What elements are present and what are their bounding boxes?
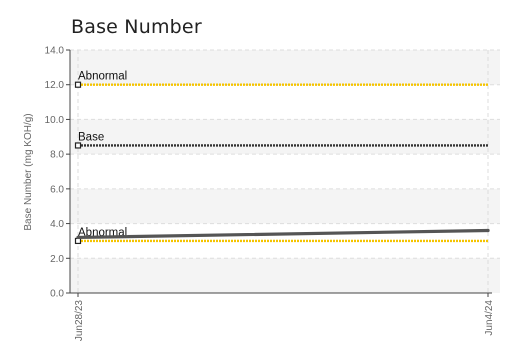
background-band xyxy=(70,50,500,85)
y-ticks: 0.0 2.0 4.0 6.0 8.0 10.0 12.0 14.0 xyxy=(45,46,70,300)
y-tick-label: 2.0 xyxy=(50,254,64,265)
background-band xyxy=(70,119,500,155)
y-tick-label: 0.0 xyxy=(50,289,64,300)
y-tick-label: 6.0 xyxy=(50,184,64,195)
reference-label: Base xyxy=(78,131,104,143)
x-ticks: Jun28/23 Jun4/24 xyxy=(74,293,495,341)
x-tick-label: Jun4/24 xyxy=(484,300,495,336)
reference-marker xyxy=(74,81,82,88)
y-tick-label: 4.0 xyxy=(50,219,64,230)
axes xyxy=(69,50,492,294)
reference-marker xyxy=(74,237,82,245)
series xyxy=(76,228,490,240)
data-point[interactable] xyxy=(486,228,490,233)
x-tick-label: Jun28/23 xyxy=(74,300,85,342)
background-band xyxy=(70,258,500,293)
series-line xyxy=(76,228,490,240)
y-tick-label: 14.0 xyxy=(45,46,65,57)
data-point[interactable] xyxy=(76,235,80,240)
y-tick-label: 8.0 xyxy=(50,150,64,161)
background-bands xyxy=(70,50,500,293)
y-tick-label: 12.0 xyxy=(45,80,65,91)
y-tick-label: 10.0 xyxy=(45,115,65,126)
chart-title: Base Number xyxy=(71,16,202,38)
reference-label: Abnormal xyxy=(78,71,127,83)
grid-lines xyxy=(70,49,500,293)
y-axis-title: Base Number (mg KOH/g) xyxy=(23,113,34,230)
background-band xyxy=(70,188,500,224)
reference-marker xyxy=(74,142,82,149)
